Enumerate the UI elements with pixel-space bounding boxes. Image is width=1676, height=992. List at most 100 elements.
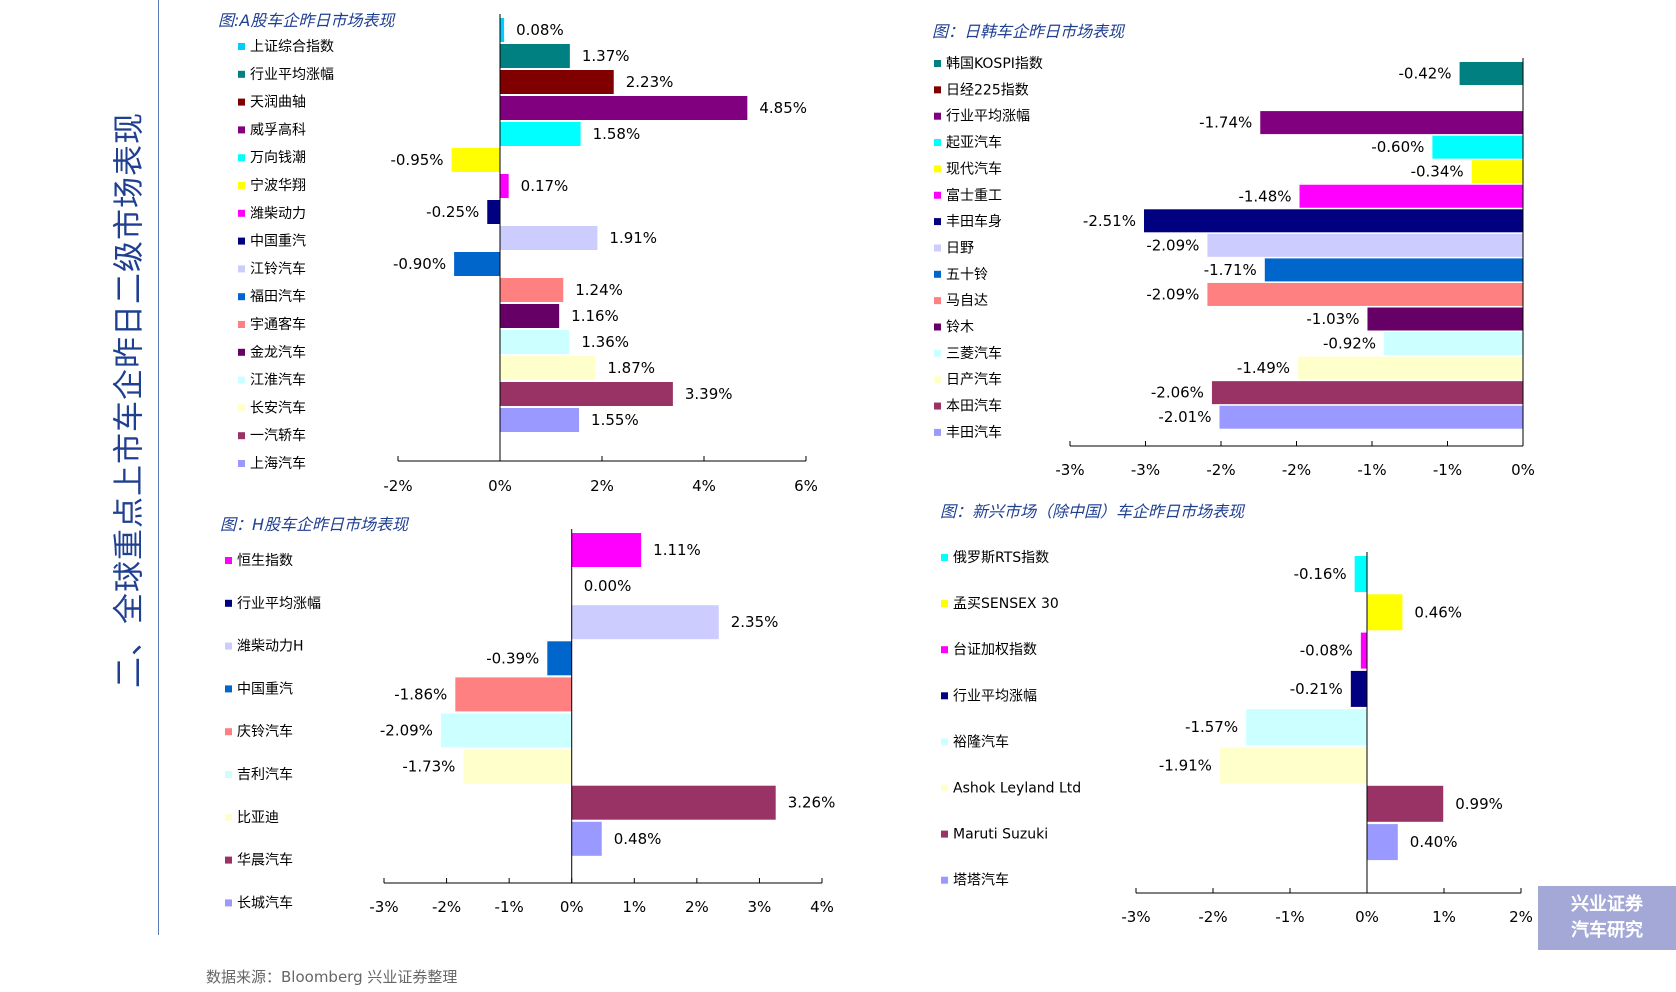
data-label: -1.91% bbox=[1159, 757, 1212, 775]
legend-label: 福田汽车 bbox=[250, 288, 306, 305]
legend-label: 中国重汽 bbox=[250, 234, 306, 250]
legend-label: 丰田汽车 bbox=[946, 424, 1002, 441]
legend-label: 五十铃 bbox=[946, 267, 988, 283]
legend-label: 俄罗斯RTS指数 bbox=[953, 550, 1049, 566]
data-label: -2.09% bbox=[1146, 236, 1199, 254]
legend-swatch bbox=[238, 321, 245, 328]
data-label: -0.21% bbox=[1290, 680, 1343, 698]
bar bbox=[454, 252, 500, 276]
data-label: -1.86% bbox=[394, 685, 447, 703]
legend-swatch bbox=[225, 642, 232, 650]
legend-label: 起亚汽车 bbox=[946, 134, 1002, 151]
legend-label: 上海汽车 bbox=[250, 455, 306, 472]
brand-badge: 兴业证券 汽车研究 bbox=[1538, 886, 1676, 950]
data-label: -0.08% bbox=[1300, 642, 1353, 660]
legend-label: 宁波华翔 bbox=[250, 177, 306, 194]
data-label: -2.09% bbox=[1146, 285, 1199, 303]
legend-swatch bbox=[238, 348, 245, 356]
legend-label: 丰田车身 bbox=[946, 213, 1002, 230]
x-tick-label: 0% bbox=[560, 898, 584, 916]
data-label: -0.34% bbox=[1411, 163, 1464, 181]
x-tick-label: -2% bbox=[432, 898, 461, 916]
brand-badge-line1: 兴业证券 bbox=[1571, 894, 1643, 915]
bar bbox=[1432, 135, 1523, 159]
bar bbox=[1459, 62, 1523, 85]
legend-label: 行业平均涨幅 bbox=[250, 67, 334, 83]
data-label: -1.74% bbox=[1199, 114, 1252, 132]
legend-label: 台证加权指数 bbox=[953, 642, 1037, 658]
legend-swatch bbox=[934, 349, 941, 357]
x-tick-label: -2% bbox=[1282, 461, 1311, 479]
bar bbox=[571, 821, 602, 856]
legend-label: 本田汽车 bbox=[946, 398, 1002, 415]
chart-title: 图：日韩车企昨日市场表现 bbox=[932, 22, 1126, 41]
bar bbox=[500, 330, 570, 354]
chart-emerging: 图：新兴市场（除中国）车企昨日市场表现 -0.16% 0.46% -0.08% -0.2… bbox=[940, 502, 1533, 926]
legend-swatch bbox=[225, 685, 232, 693]
bar bbox=[451, 148, 500, 172]
bar bbox=[500, 382, 673, 406]
data-label: 0.17% bbox=[521, 177, 569, 195]
x-tick-label: 4% bbox=[692, 477, 716, 495]
legend-label: 江淮汽车 bbox=[250, 372, 306, 389]
x-tick-label: -3% bbox=[369, 898, 398, 916]
x-tick-label: -3% bbox=[1121, 908, 1150, 926]
bar bbox=[1207, 282, 1523, 306]
bar bbox=[455, 677, 572, 712]
legend-swatch bbox=[225, 557, 232, 564]
bar bbox=[1384, 332, 1523, 356]
title-divider bbox=[158, 0, 159, 935]
data-label: -0.16% bbox=[1294, 565, 1347, 583]
legend-swatch bbox=[238, 237, 245, 245]
x-tick-label: 6% bbox=[794, 477, 818, 495]
legend-swatch bbox=[225, 856, 232, 864]
data-label: -1.71% bbox=[1204, 261, 1257, 279]
legend-swatch bbox=[934, 60, 941, 67]
x-tick-label: 0% bbox=[1511, 461, 1535, 479]
legend-swatch bbox=[225, 813, 232, 821]
bar bbox=[500, 18, 505, 42]
legend-swatch bbox=[934, 376, 941, 384]
data-label: 1.58% bbox=[593, 125, 641, 143]
data-label: 0.99% bbox=[1455, 795, 1503, 813]
x-tick-label: -2% bbox=[383, 477, 412, 495]
legend-swatch bbox=[934, 402, 941, 410]
x-tick-label: -3% bbox=[1055, 461, 1084, 479]
legend-swatch bbox=[225, 899, 232, 907]
bar bbox=[500, 356, 596, 380]
legend-label: 塔塔汽车 bbox=[953, 872, 1009, 889]
data-label: -0.42% bbox=[1399, 65, 1452, 83]
data-label: -1.73% bbox=[402, 758, 455, 776]
data-label: 1.11% bbox=[653, 541, 701, 559]
bar bbox=[1367, 785, 1444, 822]
bar bbox=[1211, 381, 1523, 405]
legend-swatch bbox=[941, 600, 948, 608]
bar bbox=[1354, 556, 1367, 592]
chart-title: 图：新兴市场（除中国）车企昨日市场表现 bbox=[940, 502, 1246, 521]
chart-h-share: 图：H股车企昨日市场表现 1.11% 0.00% 2.35% -0.39% -1.86% -… bbox=[220, 515, 835, 916]
legend-swatch bbox=[238, 182, 245, 189]
legend-swatch bbox=[941, 876, 948, 884]
legend-label: 江铃汽车 bbox=[250, 260, 306, 277]
x-tick-label: 2% bbox=[685, 898, 709, 916]
legend-swatch bbox=[238, 404, 245, 412]
x-tick-label: 1% bbox=[1432, 908, 1456, 926]
x-tick-label: 0% bbox=[488, 477, 512, 495]
data-label: 1.24% bbox=[575, 281, 623, 299]
legend-swatch bbox=[238, 70, 245, 78]
x-tick-label: 4% bbox=[810, 898, 834, 916]
x-tick-label: 2% bbox=[1509, 908, 1533, 926]
data-label: -1.49% bbox=[1237, 359, 1290, 377]
data-label: -1.48% bbox=[1238, 187, 1291, 205]
legend-swatch bbox=[941, 784, 948, 792]
data-label: -2.09% bbox=[380, 722, 433, 740]
data-label: 1.55% bbox=[591, 411, 639, 429]
bar bbox=[1367, 594, 1403, 631]
bar bbox=[571, 785, 776, 820]
bar bbox=[1260, 111, 1523, 135]
data-label: -0.95% bbox=[390, 151, 443, 169]
legend-label: Ashok Leyland Ltd bbox=[953, 781, 1081, 797]
legend-swatch bbox=[238, 293, 245, 301]
bar bbox=[1360, 632, 1367, 669]
legend-swatch bbox=[941, 554, 948, 561]
